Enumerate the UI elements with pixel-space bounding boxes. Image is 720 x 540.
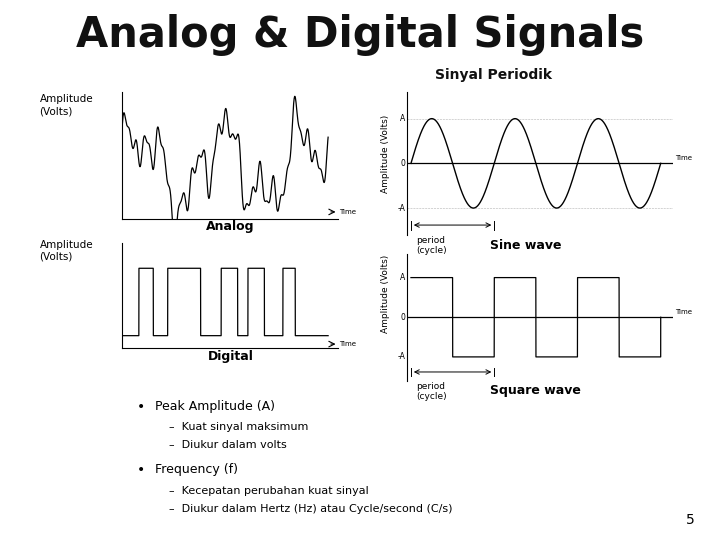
Text: Peak Amplitude (A): Peak Amplitude (A) [155,400,275,413]
Text: Sinyal Periodik: Sinyal Periodik [435,68,552,82]
Text: Frequency (f): Frequency (f) [155,463,238,476]
Text: Analog: Analog [206,220,255,233]
Text: Amplitude
(Volts): Amplitude (Volts) [40,240,93,262]
Text: Amplitude (Volts): Amplitude (Volts) [381,115,390,193]
Text: Amplitude (Volts): Amplitude (Volts) [381,255,390,333]
Text: A: A [400,114,405,123]
Text: Time: Time [675,155,692,161]
Text: A: A [400,273,405,282]
Text: •: • [137,400,145,414]
Text: –  Diukur dalam Hertz (Hz) atau Cycle/second (C/s): – Diukur dalam Hertz (Hz) atau Cycle/sec… [169,504,453,514]
Text: –  Kecepatan perubahan kuat sinyal: – Kecepatan perubahan kuat sinyal [169,486,369,496]
Text: period
(cycle): period (cycle) [416,382,447,401]
Text: –  Diukur dalam volts: – Diukur dalam volts [169,440,287,450]
Text: Amplitude
(Volts): Amplitude (Volts) [40,94,93,116]
Text: period
(cycle): period (cycle) [416,236,447,255]
Text: Digital: Digital [207,350,253,363]
Text: -A: -A [397,353,405,361]
Text: •: • [137,463,145,477]
Text: –  Kuat sinyal maksimum: – Kuat sinyal maksimum [169,422,309,433]
Text: Sine wave: Sine wave [490,239,561,252]
Text: Square wave: Square wave [490,384,580,397]
Text: 0: 0 [400,313,405,322]
Text: Time: Time [339,341,356,347]
Text: -A: -A [397,204,405,213]
Text: Time: Time [339,209,356,215]
Text: Analog & Digital Signals: Analog & Digital Signals [76,14,644,56]
Text: 5: 5 [686,512,695,526]
Text: 0: 0 [400,159,405,168]
Text: Time: Time [675,309,692,315]
